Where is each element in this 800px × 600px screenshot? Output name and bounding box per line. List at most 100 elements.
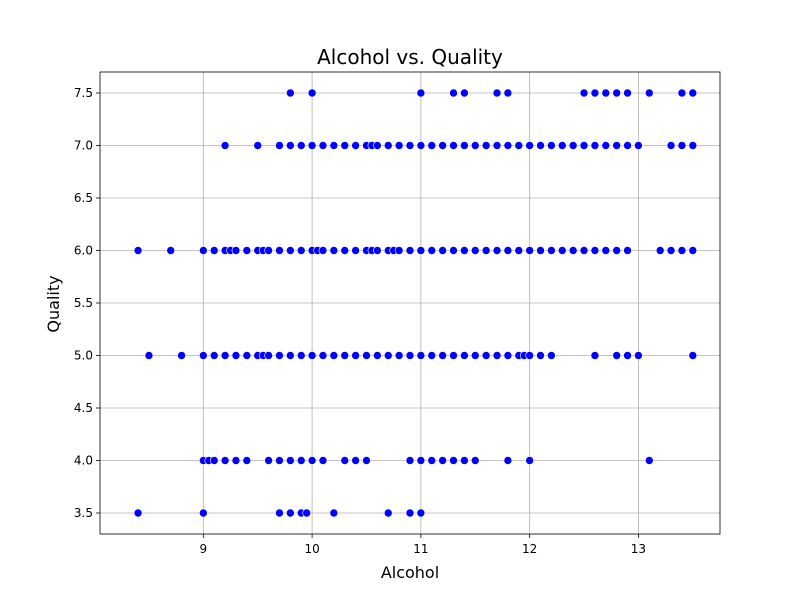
data-point (394, 246, 404, 255)
data-point (275, 456, 284, 465)
data-point (340, 456, 350, 465)
data-point (340, 246, 350, 255)
data-point (427, 141, 437, 150)
data-point (427, 456, 437, 465)
data-point (536, 141, 545, 150)
y-tick-label: 3.5 (74, 506, 93, 520)
data-point (590, 351, 600, 360)
data-point (362, 456, 371, 465)
data-point (231, 456, 241, 465)
data-point (688, 351, 698, 360)
data-point (449, 246, 458, 255)
x-axis-ticks: 9 10 11 12 13 (200, 534, 646, 556)
data-point (242, 246, 252, 255)
data-point (590, 246, 600, 255)
data-point (612, 141, 621, 150)
data-point (525, 351, 534, 360)
data-point (579, 141, 589, 150)
data-point (460, 351, 469, 360)
data-point (177, 351, 186, 360)
data-point (688, 88, 698, 98)
y-tick-label: 5.0 (74, 349, 93, 363)
data-point (307, 141, 317, 150)
data-point (329, 351, 339, 360)
data-point (209, 351, 219, 360)
x-tick-label: 11 (413, 542, 428, 556)
data-point (209, 246, 219, 255)
data-point (666, 141, 676, 150)
data-point (383, 351, 393, 360)
data-point (536, 246, 545, 255)
data-point (623, 88, 632, 98)
data-point (623, 351, 632, 360)
data-point (351, 351, 360, 360)
data-point (318, 456, 328, 465)
data-point (547, 141, 556, 150)
data-point (275, 351, 284, 360)
data-point (601, 246, 611, 255)
data-point (296, 246, 306, 255)
data-point (275, 508, 284, 518)
data-point (242, 456, 252, 465)
data-point (557, 141, 567, 150)
data-point (449, 88, 458, 98)
data-point (416, 508, 426, 518)
data-point (351, 141, 360, 150)
data-point (547, 246, 556, 255)
data-point (373, 351, 382, 360)
data-point (231, 246, 241, 255)
data-point (133, 246, 143, 255)
data-point (166, 246, 176, 255)
data-point (644, 88, 654, 98)
data-point (286, 88, 295, 98)
data-point (481, 141, 491, 150)
data-point (460, 88, 469, 98)
data-point (296, 141, 306, 150)
data-point (296, 456, 306, 465)
data-point (677, 246, 687, 255)
data-point (318, 141, 328, 150)
y-tick-label: 5.5 (74, 296, 93, 310)
data-point (460, 456, 469, 465)
data-point (209, 456, 219, 465)
data-point (286, 246, 295, 255)
data-point (623, 141, 632, 150)
data-point (307, 456, 317, 465)
data-point (302, 508, 311, 518)
data-point (383, 141, 393, 150)
data-point (199, 246, 208, 255)
data-point (449, 351, 458, 360)
data-point (470, 246, 480, 255)
data-point (275, 246, 284, 255)
data-point (296, 351, 306, 360)
data-point (416, 351, 426, 360)
data-point (470, 456, 480, 465)
data-point (460, 141, 469, 150)
data-point (492, 88, 502, 98)
data-point (286, 141, 295, 150)
data-point (220, 456, 230, 465)
data-point (427, 351, 437, 360)
data-point (470, 141, 480, 150)
data-point (438, 246, 447, 255)
data-point (405, 508, 415, 518)
data-point (340, 351, 350, 360)
data-point (329, 141, 339, 150)
data-point (220, 141, 230, 150)
data-point (634, 351, 643, 360)
data-point (481, 351, 491, 360)
data-point (503, 456, 513, 465)
data-point (644, 456, 654, 465)
data-point (405, 456, 415, 465)
y-tick-label: 7.0 (74, 139, 93, 153)
data-point (242, 351, 252, 360)
y-axis-label: Quality (44, 275, 63, 332)
x-tick-label: 10 (304, 542, 319, 556)
data-point (612, 88, 621, 98)
data-point (264, 246, 273, 255)
data-point (307, 88, 317, 98)
data-point (623, 246, 632, 255)
data-point (514, 141, 524, 150)
data-point (405, 351, 415, 360)
data-point (220, 351, 230, 360)
